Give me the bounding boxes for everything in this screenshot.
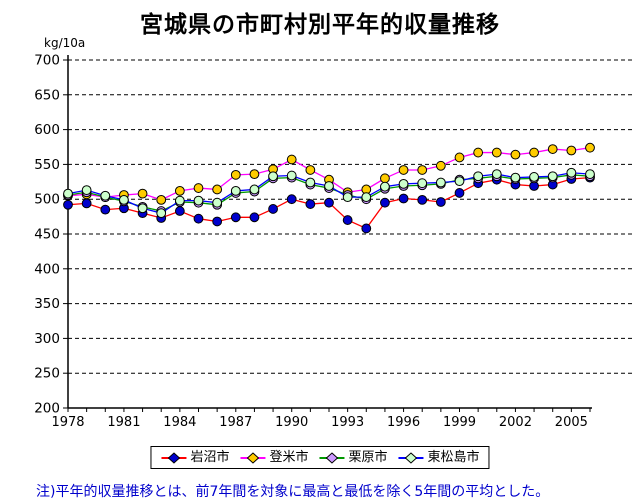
svg-text:kg/10a: kg/10a <box>44 36 85 50</box>
chart-title: 宮城県の市町村別平年的収量推移 <box>140 12 500 38</box>
svg-text:1981: 1981 <box>107 415 140 430</box>
svg-text:2002: 2002 <box>499 415 532 430</box>
svg-text:500: 500 <box>34 192 60 208</box>
footnote: 注)平年的収量推移とは、前7年間を対象に最高と最低を除く5年間の平均とした。 <box>36 484 550 500</box>
svg-text:200: 200 <box>34 401 60 417</box>
legend-item-tome: 登米市 <box>239 450 309 465</box>
legend-item-iwanuma: 岩沼市 <box>160 451 229 464</box>
svg-text:400: 400 <box>34 261 60 277</box>
series-3 <box>63 167 595 219</box>
svg-text:450: 450 <box>34 227 60 243</box>
svg-text:550: 550 <box>34 157 60 173</box>
svg-text:1978: 1978 <box>51 415 84 430</box>
legend-label-iwanuma: 岩沼市 <box>190 450 230 465</box>
svg-text:1984: 1984 <box>163 415 196 430</box>
svg-text:600: 600 <box>34 122 60 138</box>
higashimatsushima-marker-icon <box>398 451 424 464</box>
legend-label-tome: 登米市 <box>269 450 309 465</box>
svg-text:350: 350 <box>34 296 60 312</box>
legend-item-kurihara: 栗原市 <box>319 451 388 464</box>
svg-text:650: 650 <box>34 87 60 103</box>
svg-text:1987: 1987 <box>219 415 252 430</box>
svg-text:1996: 1996 <box>387 415 420 430</box>
svg-text:1993: 1993 <box>331 415 364 430</box>
legend-item-higashimatsushima: 東松島市 <box>398 451 480 464</box>
series-1 <box>63 142 595 205</box>
svg-text:1999: 1999 <box>443 415 476 430</box>
tome-marker-icon <box>240 451 266 464</box>
svg-text:700: 700 <box>34 53 60 69</box>
legend: 岩沼市 登米市 栗原市 東松島市 <box>150 446 490 469</box>
svg-text:2005: 2005 <box>555 415 588 430</box>
legend-label-kurihara: 栗原市 <box>348 450 388 465</box>
svg-text:250: 250 <box>34 366 60 382</box>
svg-text:1990: 1990 <box>275 415 308 430</box>
iwanuma-marker-icon <box>161 451 187 464</box>
kurihara-marker-icon <box>319 451 345 464</box>
yield-line-chart: 200 250 300 350 400 450 500 550 600 650 700 kg/10a 1… <box>34 36 632 430</box>
legend-label-higashimatsushima: 東松島市 <box>427 450 480 465</box>
svg-text:300: 300 <box>34 331 60 347</box>
